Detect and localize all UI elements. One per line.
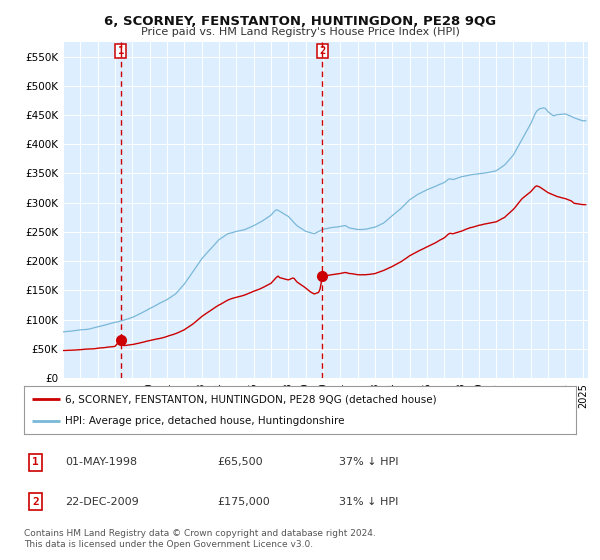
Text: 22-DEC-2009: 22-DEC-2009 xyxy=(65,497,139,507)
Text: 6, SCORNEY, FENSTANTON, HUNTINGDON, PE28 9QG (detached house): 6, SCORNEY, FENSTANTON, HUNTINGDON, PE28… xyxy=(65,394,437,404)
Text: 37% ↓ HPI: 37% ↓ HPI xyxy=(338,458,398,468)
Text: 1: 1 xyxy=(32,458,39,468)
Text: HPI: Average price, detached house, Huntingdonshire: HPI: Average price, detached house, Hunt… xyxy=(65,416,345,426)
Text: £65,500: £65,500 xyxy=(217,458,263,468)
Text: Price paid vs. HM Land Registry's House Price Index (HPI): Price paid vs. HM Land Registry's House … xyxy=(140,27,460,37)
Text: 31% ↓ HPI: 31% ↓ HPI xyxy=(338,497,398,507)
Text: 1: 1 xyxy=(118,46,124,56)
Text: 6, SCORNEY, FENSTANTON, HUNTINGDON, PE28 9QG: 6, SCORNEY, FENSTANTON, HUNTINGDON, PE28… xyxy=(104,15,496,27)
Text: £175,000: £175,000 xyxy=(217,497,270,507)
Text: 01-MAY-1998: 01-MAY-1998 xyxy=(65,458,137,468)
Text: 2: 2 xyxy=(32,497,39,507)
Text: 2: 2 xyxy=(319,46,326,56)
Text: Contains HM Land Registry data © Crown copyright and database right 2024.
This d: Contains HM Land Registry data © Crown c… xyxy=(24,529,376,549)
